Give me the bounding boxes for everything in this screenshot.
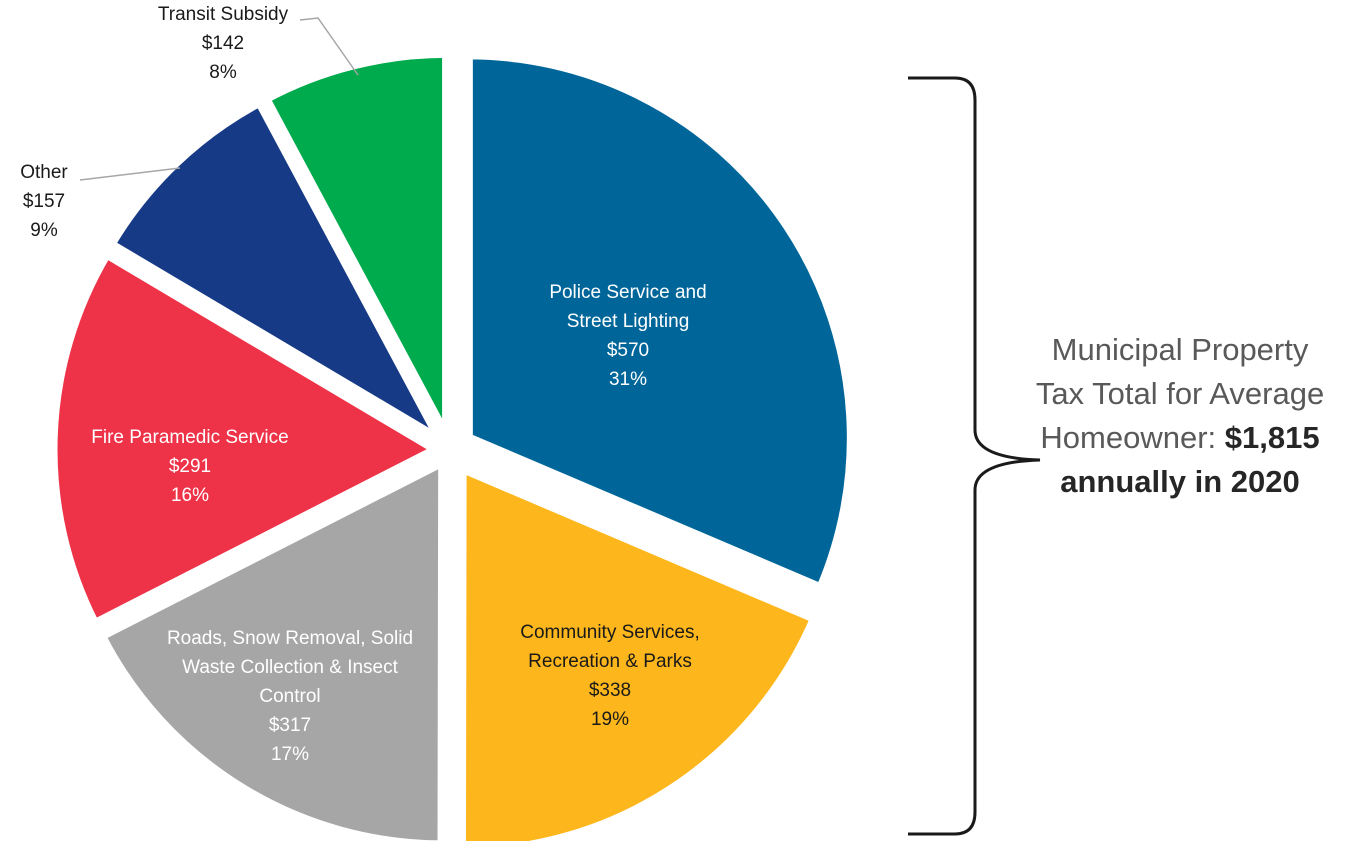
pie-slice-5 — [261, 48, 452, 441]
slice-percent: 9% — [30, 220, 58, 241]
slice-value: $338 — [589, 680, 631, 701]
slice-name: Roads, Snow Removal, Solid — [167, 628, 413, 649]
slice-name: Transit Subsidy — [158, 4, 289, 25]
slice-label-2: Roads, Snow Removal, Solid Waste Collecti… — [167, 628, 413, 765]
slice-label-0: Police Service and Street Lighting $570 31% — [549, 282, 706, 390]
slice-label-4: Other $157 9% — [20, 162, 68, 241]
pie-slices — [48, 48, 856, 841]
pie-slice-1 — [456, 463, 820, 841]
pie-slice-0 — [463, 50, 856, 593]
slice-percent: 17% — [271, 744, 309, 765]
slice-name: Other — [20, 162, 68, 183]
pie-slice-2 — [96, 457, 448, 841]
slice-value: $317 — [269, 715, 311, 736]
slice-label-1: Community Services, Recreation & Parks $33… — [520, 622, 700, 730]
summary-line-4: annually in 2020 — [1000, 460, 1360, 504]
slice-percent: 8% — [209, 62, 237, 83]
slice-name: Control — [259, 686, 320, 707]
tax-total-summary: Municipal Property Tax Total for Average… — [1000, 328, 1360, 504]
pie-slice-4 — [106, 97, 445, 445]
leader-line-4 — [79, 167, 181, 181]
summary-line-3-prefix: Homeowner: — [1040, 420, 1225, 455]
slice-value: $291 — [169, 456, 211, 477]
summary-line-3: Homeowner: $1,815 — [1000, 416, 1360, 460]
slice-labels: Police Service and Street Lighting $570 31%… — [20, 4, 706, 765]
leader-lines — [79, 17, 359, 181]
slice-percent: 31% — [609, 369, 647, 390]
slice-label-3: Fire Paramedic Service $291 16% — [91, 427, 288, 506]
summary-line-1: Municipal Property — [1051, 332, 1309, 367]
curly-brace — [908, 76, 1041, 836]
slice-name: Police Service and — [549, 282, 706, 303]
slice-name: Recreation & Parks — [528, 651, 692, 672]
pie-slice-3 — [48, 249, 441, 629]
slice-value: $142 — [202, 33, 244, 54]
slice-value: $570 — [607, 340, 649, 361]
slice-name: Community Services, — [520, 622, 700, 643]
slice-percent: 19% — [591, 709, 629, 730]
summary-total-amount: $1,815 — [1224, 420, 1320, 455]
slice-name: Fire Paramedic Service — [91, 427, 288, 448]
slice-value: $157 — [23, 191, 65, 212]
slice-percent: 16% — [171, 485, 209, 506]
slice-label-5: Transit Subsidy $142 8% — [158, 4, 289, 83]
summary-year: annually in 2020 — [1060, 464, 1300, 499]
leader-line-5 — [299, 17, 359, 76]
slice-name: Waste Collection & Insect — [182, 657, 398, 678]
summary-line-2: Tax Total for Average — [1035, 376, 1325, 411]
slice-name: Street Lighting — [567, 311, 690, 332]
